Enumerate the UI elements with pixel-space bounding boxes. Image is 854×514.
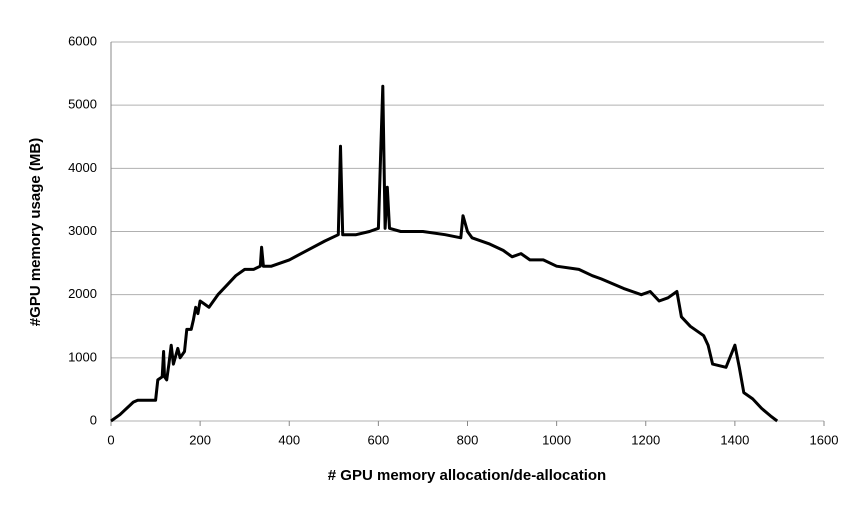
data-line: [110, 84, 779, 423]
x-tick-label: 600: [368, 432, 390, 447]
x-tick-label: 1600: [810, 432, 839, 447]
y-tick-label: 2000: [68, 286, 97, 301]
y-tick-label: 1000: [68, 349, 97, 364]
x-axis-title: # GPU memory allocation/de-allocation: [328, 467, 606, 484]
x-tick-label: 200: [189, 432, 211, 447]
y-tick-label: 4000: [68, 160, 97, 175]
y-tick-label: 3000: [68, 223, 97, 238]
x-tick-label: 1400: [720, 432, 749, 447]
x-tick-label: 1000: [542, 432, 571, 447]
x-tick-label: 400: [278, 432, 300, 447]
y-tick-label: 6000: [68, 33, 97, 48]
y-axis-title: #GPU memory usage (MB): [27, 138, 44, 326]
x-tick-label: 0: [107, 432, 114, 447]
x-tick-label: 800: [457, 432, 479, 447]
x-tick-label: 1200: [631, 432, 660, 447]
y-tick-label: 5000: [68, 97, 97, 112]
y-tick-label: 0: [90, 412, 97, 427]
